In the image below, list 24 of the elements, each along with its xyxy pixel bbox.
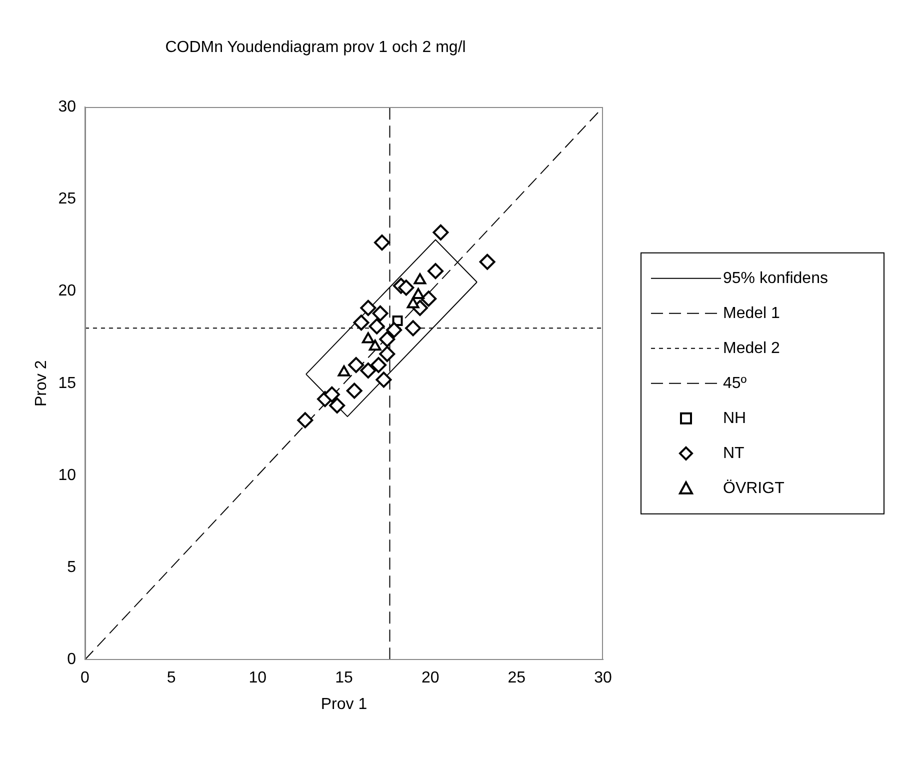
x-tick-label: 5 xyxy=(166,670,176,687)
legend-label: ÖVRIGT xyxy=(723,478,785,497)
legend-label: 95% konfidens xyxy=(723,270,828,287)
y-tick-label: 0 xyxy=(67,651,76,668)
chart-title: CODMn Youdendiagram prov 1 och 2 mg/l xyxy=(165,39,466,56)
y-tick-label: 15 xyxy=(58,374,76,392)
legend-label: Medel 1 xyxy=(723,304,780,322)
y-tick-label: 30 xyxy=(58,98,76,116)
legend-label: NH xyxy=(723,410,746,427)
x-axis-title: Prov 1 xyxy=(320,696,368,713)
x-tick-label: 30 xyxy=(594,670,612,687)
y-tick-label: 25 xyxy=(58,190,76,208)
legend-label: NT xyxy=(723,444,745,462)
x-tick-label: 10 xyxy=(248,670,267,687)
legend-label: Medel 2 xyxy=(723,340,780,357)
x-tick-label: 0 xyxy=(80,670,90,687)
x-tick-label: 25 xyxy=(508,670,526,687)
y-tick-label: 10 xyxy=(58,466,76,484)
y-axis-title: Prov 2 xyxy=(33,360,50,407)
x-tick-label: 20 xyxy=(421,670,440,687)
y-tick-label: 5 xyxy=(67,558,76,576)
y-tick-label: 20 xyxy=(58,282,76,300)
x-tick-label: 15 xyxy=(335,670,353,687)
legend-label: 45º xyxy=(723,374,747,392)
